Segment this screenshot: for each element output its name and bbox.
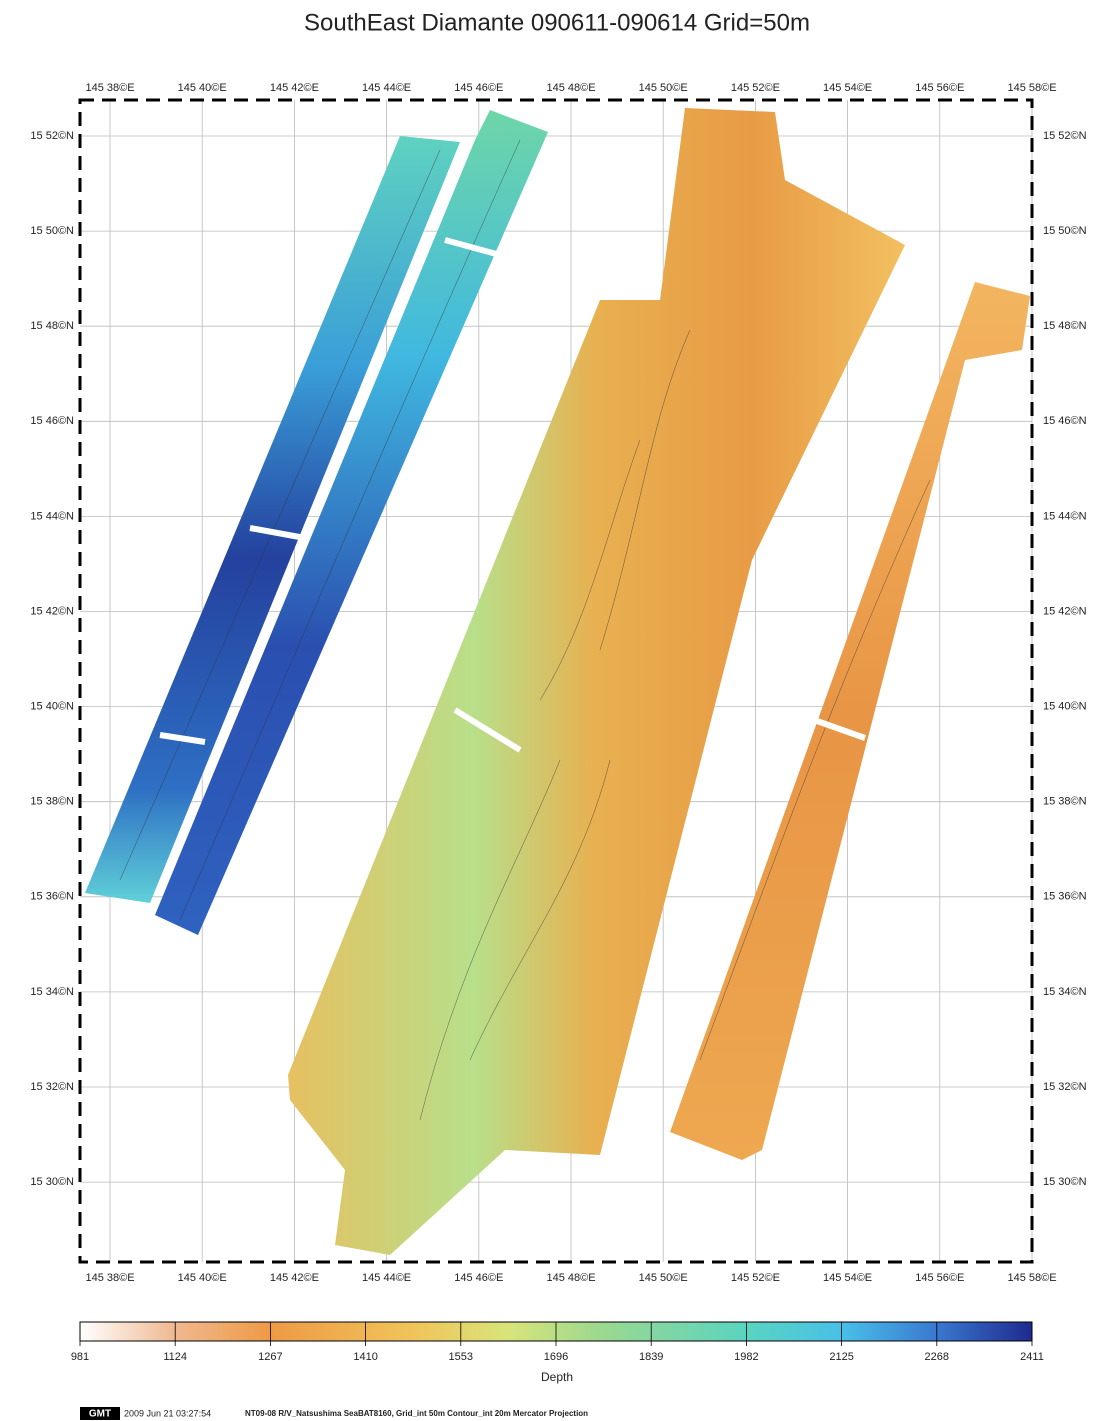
lon-label: 145 42©E <box>270 82 319 94</box>
lat-label: 15 36©N <box>1043 891 1087 903</box>
title: SouthEast Diamante 090611-090614 Grid=50… <box>304 9 810 36</box>
lat-label: 15 38©N <box>30 796 74 808</box>
swaths <box>85 108 1030 1255</box>
lat-label: 15 52©N <box>30 130 74 142</box>
lat-label: 15 34©N <box>1043 986 1087 998</box>
lat-label: 15 40©N <box>1043 701 1087 713</box>
lon-label: 145 58©E <box>1007 1272 1056 1284</box>
lon-label: 145 54©E <box>823 1272 872 1284</box>
lon-label: 145 38©E <box>85 1272 134 1284</box>
page: SouthEast Diamante 090611-090614 Grid=50… <box>0 0 1108 1421</box>
lon-label: 145 58©E <box>1007 82 1056 94</box>
lat-label: 15 32©N <box>1043 1081 1087 1093</box>
lon-label: 145 40©E <box>178 1272 227 1284</box>
colorbar-tick-label: 2125 <box>829 1351 853 1363</box>
colorbar-tick-label: 1982 <box>734 1351 758 1363</box>
colorbar-tick-label: 1696 <box>544 1351 568 1363</box>
lat-label: 15 50©N <box>30 225 74 237</box>
caption: NT09-08 R/V_Natsushima SeaBAT8160, Grid_… <box>245 1409 588 1418</box>
lon-label: 145 46©E <box>454 1272 503 1284</box>
lat-label: 15 52©N <box>1043 130 1087 142</box>
lat-label: 15 42©N <box>30 605 74 617</box>
lat-label: 15 30©N <box>30 1176 74 1188</box>
lat-label: 15 48©N <box>30 320 74 332</box>
colorbar-tick-label: 1410 <box>353 1351 377 1363</box>
gmt-badge: GMT <box>89 1409 111 1420</box>
colorbar-tick-label: 2411 <box>1020 1351 1044 1363</box>
lon-label: 145 56©E <box>915 1272 964 1284</box>
colorbar-tick-label: 1124 <box>163 1351 187 1363</box>
lon-label: 145 56©E <box>915 82 964 94</box>
lat-label: 15 30©N <box>1043 1176 1087 1188</box>
lon-label: 145 50©E <box>639 1272 688 1284</box>
lat-label: 15 40©N <box>30 701 74 713</box>
lon-label: 145 52©E <box>731 82 780 94</box>
lat-label: 15 46©N <box>1043 415 1087 427</box>
colorbar-label: Depth <box>541 1370 573 1384</box>
lon-label: 145 44©E <box>362 1272 411 1284</box>
lon-label: 145 44©E <box>362 82 411 94</box>
lon-label: 145 42©E <box>270 1272 319 1284</box>
lon-label: 145 48©E <box>546 82 595 94</box>
colorbar-tick-label: 1553 <box>449 1351 473 1363</box>
colorbar-tick-label: 981 <box>71 1351 89 1363</box>
lat-label: 15 36©N <box>30 891 74 903</box>
colorbar-tick-label: 1267 <box>258 1351 282 1363</box>
colorbar-tick-label: 1839 <box>639 1351 663 1363</box>
lat-label: 15 44©N <box>1043 510 1087 522</box>
lon-label: 145 46©E <box>454 82 503 94</box>
lon-label: 145 52©E <box>731 1272 780 1284</box>
lat-label: 15 46©N <box>30 415 74 427</box>
lat-label: 15 38©N <box>1043 796 1087 808</box>
lat-label: 15 32©N <box>30 1081 74 1093</box>
lon-label: 145 40©E <box>178 82 227 94</box>
lat-label: 15 50©N <box>1043 225 1087 237</box>
lat-label: 15 44©N <box>30 510 74 522</box>
timestamp: 2009 Jun 21 03:27:54 <box>124 1408 211 1418</box>
lat-label: 15 34©N <box>30 986 74 998</box>
lon-label: 145 50©E <box>639 82 688 94</box>
lon-label: 145 38©E <box>85 82 134 94</box>
lat-label: 15 42©N <box>1043 605 1087 617</box>
lon-label: 145 54©E <box>823 82 872 94</box>
lon-label: 145 48©E <box>546 1272 595 1284</box>
lat-label: 15 48©N <box>1043 320 1087 332</box>
colorbar-tick-label: 2268 <box>925 1351 949 1363</box>
